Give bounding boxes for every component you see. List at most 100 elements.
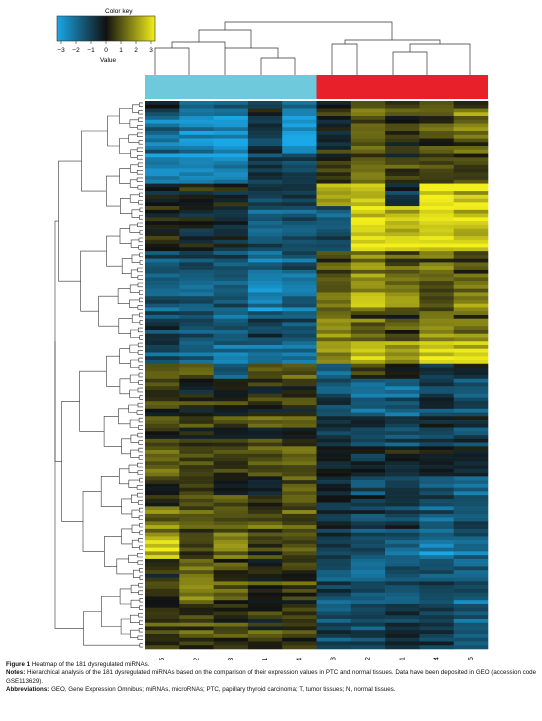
heatmap-cell	[350, 393, 386, 398]
heatmap-cell	[385, 453, 420, 458]
column-dendrogram	[154, 21, 471, 75]
heatmap-cell	[179, 555, 214, 560]
heatmap-cell	[316, 348, 352, 353]
heatmap-cell	[179, 108, 214, 113]
heatmap-cell	[419, 641, 454, 646]
heatmap-cell	[419, 637, 454, 642]
heatmap-cell	[247, 525, 283, 530]
heatmap-cell	[282, 540, 317, 545]
heatmap-cell	[282, 101, 317, 106]
heatmap-cell	[213, 104, 249, 109]
heatmap-cell	[247, 630, 283, 635]
heatmap-cell	[453, 566, 489, 571]
heatmap-cell	[316, 607, 352, 612]
heatmap-cell	[316, 371, 352, 376]
heatmap-cell	[179, 202, 214, 207]
row-dendrogram-branch	[130, 599, 140, 608]
heatmap-cell	[247, 423, 283, 428]
caption-notes: Notes: Hierarchical analysis of the 181 …	[6, 669, 538, 686]
heatmap-cell	[179, 592, 214, 597]
heatmap-cell	[316, 581, 352, 586]
heatmap-cell	[419, 277, 454, 282]
heatmap-cell	[316, 311, 352, 316]
heatmap-cell	[145, 228, 180, 233]
heatmap-cell	[316, 543, 352, 548]
heatmap-cell	[145, 314, 180, 319]
heatmap-cell	[453, 123, 489, 128]
heatmap-cell	[453, 465, 489, 470]
row-dendrogram-branch	[120, 618, 131, 635]
heatmap-cell	[316, 251, 352, 256]
heatmap-cell	[213, 528, 249, 533]
heatmap-cell	[145, 153, 180, 158]
heatmap-cell	[316, 495, 352, 500]
heatmap-cell	[385, 472, 420, 477]
heatmap-cell	[350, 581, 386, 586]
heatmap-cell	[419, 213, 454, 218]
heatmap-cell	[453, 600, 489, 605]
heatmap-cell	[213, 581, 249, 586]
heatmap-cell	[282, 273, 317, 278]
heatmap-cell	[247, 363, 283, 368]
column-group-bar	[145, 75, 317, 99]
heatmap-cell	[419, 525, 454, 530]
heatmap-cell	[145, 247, 180, 252]
heatmap-cell	[350, 311, 386, 316]
heatmap-cell	[453, 258, 489, 263]
heatmap-cell	[282, 153, 317, 158]
heatmap-cell	[350, 626, 386, 631]
heatmap-cell	[385, 630, 420, 635]
heatmap-cell	[350, 269, 386, 274]
heatmap-cell	[179, 149, 214, 154]
heatmap-cell	[385, 645, 420, 650]
heatmap-cell	[145, 352, 180, 357]
heatmap-cell	[316, 149, 352, 154]
heatmap-cell	[213, 525, 249, 530]
heatmap-cell	[350, 341, 386, 346]
heatmap-cell	[247, 603, 283, 609]
heatmap-cells	[145, 101, 489, 650]
heatmap-cell	[145, 615, 180, 620]
heatmap-cell	[247, 476, 283, 481]
row-dendrogram-branch	[136, 177, 143, 182]
heatmap-cell	[350, 532, 386, 537]
heatmap-cell	[213, 266, 249, 271]
heatmap-cell	[419, 149, 454, 154]
heatmap-cell	[385, 468, 420, 473]
heatmap-cell	[350, 149, 386, 154]
heatmap-cell	[350, 164, 386, 169]
heatmap-cell	[179, 146, 214, 151]
heatmap-cell	[350, 528, 386, 533]
heatmap-cell	[145, 194, 180, 199]
heatmap-cell	[179, 517, 214, 522]
heatmap-cell	[385, 224, 420, 229]
heatmap-cell	[179, 307, 214, 312]
heatmap-cell	[213, 491, 249, 496]
row-dendrogram-branch	[130, 359, 139, 368]
heatmap-cell	[385, 296, 420, 301]
heatmap-cell	[316, 134, 352, 139]
heatmap-cell	[453, 558, 489, 563]
heatmap-cell	[247, 179, 283, 184]
heatmap-cell	[385, 161, 420, 166]
heatmap-cell	[282, 367, 317, 372]
heatmap-cell	[179, 611, 214, 616]
heatmap-cell	[419, 251, 454, 256]
heatmap-cell	[419, 536, 454, 541]
heatmap-cell	[213, 209, 249, 214]
heatmap-cell	[316, 393, 352, 398]
heatmap-cell	[179, 420, 214, 425]
heatmap-cell	[385, 236, 420, 241]
heatmap-cell	[213, 637, 249, 642]
heatmap-cell	[179, 206, 214, 211]
heatmap-cell	[282, 528, 317, 533]
heatmap-cell	[282, 622, 317, 627]
heatmap-cell	[453, 633, 489, 639]
heatmap-cell	[419, 326, 454, 331]
heatmap-cell	[316, 405, 352, 410]
heatmap-cell	[247, 318, 283, 323]
heatmap-cell	[385, 243, 420, 248]
heatmap-cell	[419, 476, 454, 481]
heatmap-cell	[385, 329, 420, 335]
heatmap-cell	[419, 645, 454, 650]
